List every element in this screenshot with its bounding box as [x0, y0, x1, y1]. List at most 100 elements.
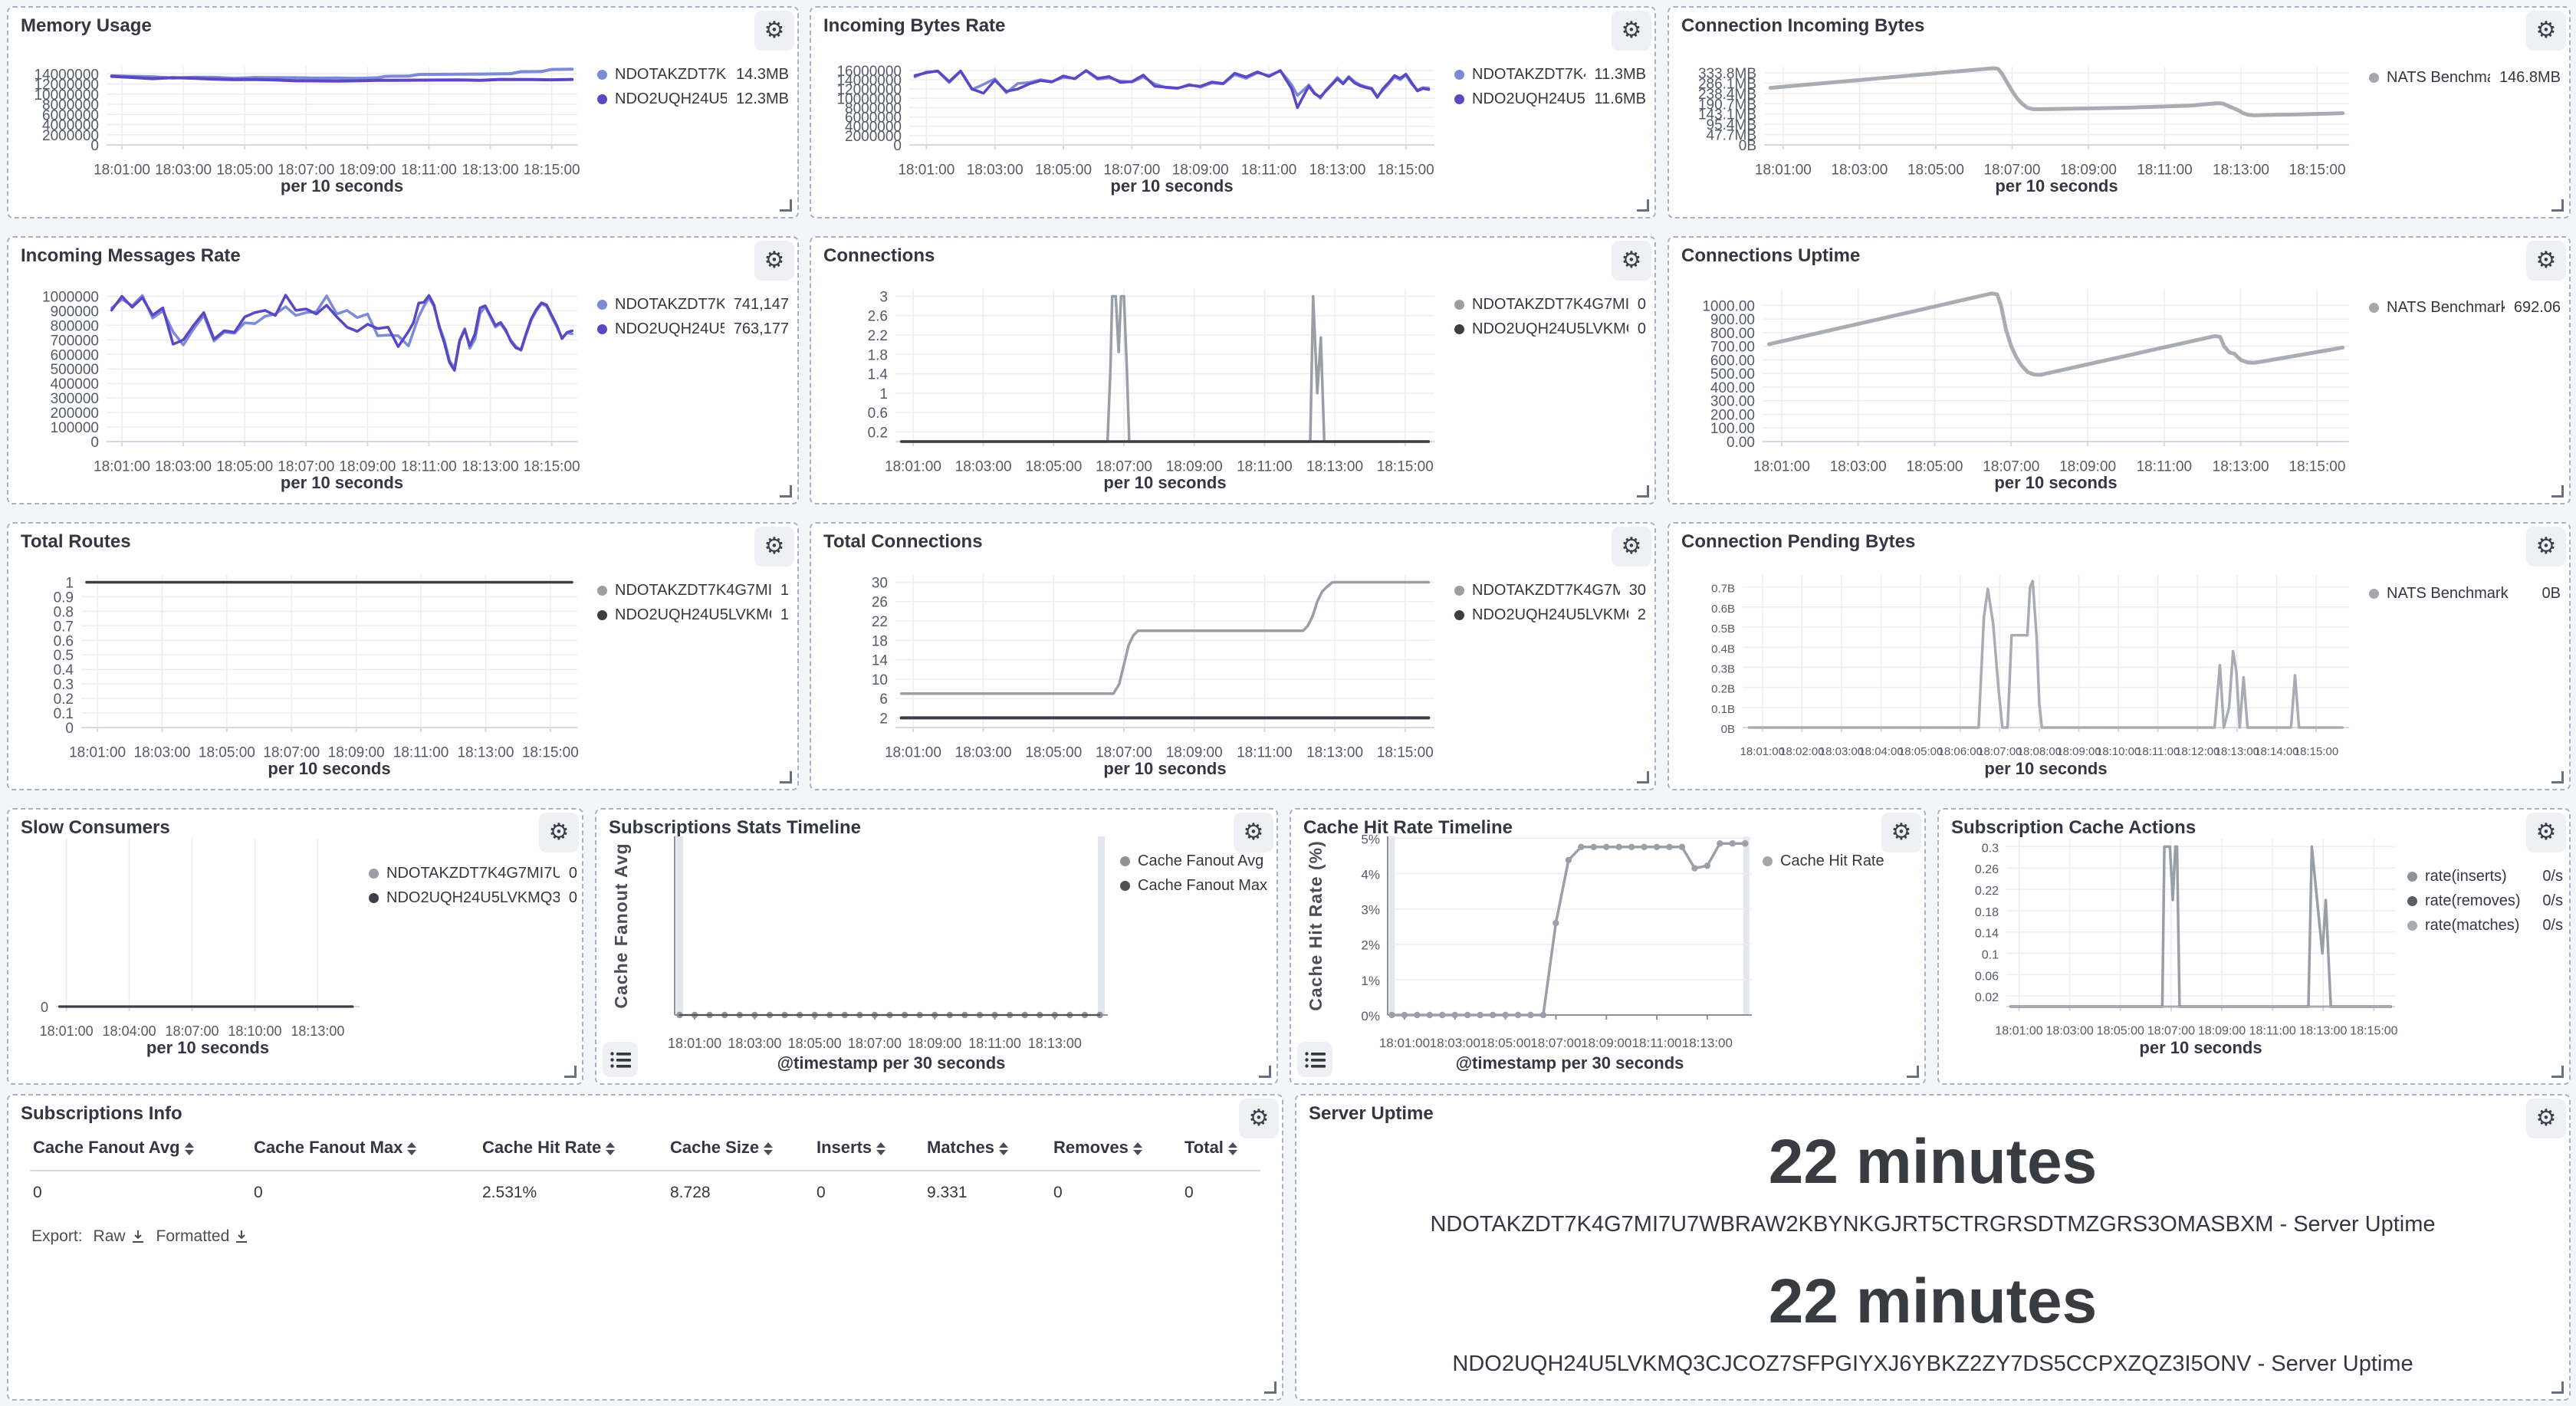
total-routes-resize-handle[interactable]: [780, 771, 792, 783]
cache-hit-rate-timeline-resize-handle[interactable]: [1907, 1066, 1919, 1078]
cache-hit-rate-timeline-panel-options-button[interactable]: ⚙: [1881, 813, 1921, 852]
column-header-inserts[interactable]: Inserts: [816, 1138, 886, 1158]
slow-consumers-resize-handle[interactable]: [564, 1066, 577, 1078]
server-uptime-resize-handle[interactable]: [2551, 1381, 2564, 1394]
subscription-cache-actions-panel-options-button[interactable]: ⚙: [2526, 813, 2566, 852]
subscription-cache-actions-legend-item-0[interactable]: rate(inserts) 0/s: [2407, 868, 2563, 885]
y-tick-label: 500000: [51, 362, 99, 378]
connection-incoming-bytes-legend-item-0[interactable]: NATS Benchmark 146.8MB: [2369, 69, 2561, 87]
legend-series-label: Cache Hit Rate: [1780, 852, 1884, 869]
connections-chart[interactable]: 18:01:00 18:03:00 18:05:00 18:07:00 18:09:00…: [819, 245, 1444, 498]
incoming-messages-rate-panel-options-button[interactable]: ⚙: [754, 241, 794, 281]
cache-hit-rate-timeline-legend-item-0[interactable]: Cache Hit Rate: [1763, 852, 1918, 870]
subscriptions-stats-timeline-legend-item-1[interactable]: Cache Fanout Max: [1120, 877, 1270, 895]
subscriptions-info-resize-handle[interactable]: [1264, 1381, 1276, 1394]
column-header-removes[interactable]: Removes: [1053, 1138, 1142, 1158]
subscription-cache-actions-legend-item-2[interactable]: rate(matches) 0/s: [2407, 917, 2563, 935]
x-axis-label: per 10 seconds: [281, 473, 403, 492]
y-tick-label: 0.6: [868, 406, 888, 422]
slow-consumers-panel-options-button[interactable]: ⚙: [539, 813, 579, 852]
total-connections-legend-item-0[interactable]: NDOTAKZDT7K4G7MI7U7... 30: [1454, 582, 1646, 600]
subscription-cache-actions-legend-item-1[interactable]: rate(removes) 0/s: [2407, 892, 2563, 910]
x-tick-label: 18:01:00: [885, 458, 941, 475]
memory-usage-panel-options-button[interactable]: ⚙: [754, 11, 794, 51]
slow-consumers-legend-item-1[interactable]: NDO2UQH24U5LVKMQ3CJ... 0: [369, 889, 577, 907]
connections-uptime-chart[interactable]: 18:01:00 18:03:00 18:05:00 18:07:00 18:09:00…: [1677, 245, 2358, 498]
column-header-cache-hit-rate[interactable]: Cache Hit Rate: [482, 1138, 616, 1158]
x-tick-label: 18:04:00: [1858, 745, 1903, 758]
server-uptime-panel-options-button[interactable]: ⚙: [2526, 1099, 2566, 1138]
connection-pending-bytes-panel-options-button[interactable]: ⚙: [2526, 527, 2566, 567]
y-tick-label: 0.5B: [1711, 623, 1735, 636]
incoming-bytes-rate-legend-item-0[interactable]: NDOTAKZDT7K4G7M... 11.3MB: [1454, 66, 1646, 84]
incoming-messages-rate-panel: Incoming Messages Rate ⚙ 18:01:00 18:03:00 1…: [7, 236, 799, 504]
subscriptions-stats-timeline-panel-options-button[interactable]: ⚙: [1234, 813, 1273, 852]
x-tick-label: 18:13:00: [462, 458, 519, 475]
memory-usage-legend-item-0[interactable]: NDOTAKZDT7K4G7M... 14.3MB: [597, 66, 789, 84]
total-connections-legend-item-1[interactable]: NDO2UQH24U5LVKMQ3CJ... 2: [1454, 606, 1646, 624]
y-tick-label: 10000000: [34, 87, 99, 103]
incoming-messages-rate-legend-item-0[interactable]: NDOTAKZDT7K4G7M... 741,147: [597, 296, 789, 314]
incoming-messages-rate-legend-item-1[interactable]: NDO2UQH24U5LVK... 763,177: [597, 320, 789, 338]
column-header-matches[interactable]: Matches: [927, 1138, 1009, 1158]
cache-hit-rate-timeline-chart[interactable]: 18:01:00 18:03:00 18:05:00 18:07:00 18:09:00…: [1299, 817, 1760, 1086]
total-routes-legend-item-0[interactable]: NDOTAKZDT7K4G7MI7U7W... 1: [597, 582, 789, 600]
y-tick-label: 300000: [51, 391, 99, 407]
legend-series-label: NDOTAKZDT7K4G7M...: [615, 296, 724, 313]
x-tick-label: 18:09:00: [1581, 1036, 1631, 1050]
connection-incoming-bytes-panel-options-button[interactable]: ⚙: [2526, 11, 2566, 51]
slow-consumers-legend-item-0[interactable]: NDOTAKZDT7K4G7MI7U7W... 0: [369, 865, 577, 882]
memory-usage-legend-item-1[interactable]: NDO2UQH24U5LVK... 12.3MB: [597, 90, 789, 108]
total-connections-panel-options-button[interactable]: ⚙: [1612, 527, 1651, 567]
incoming-bytes-rate-chart[interactable]: 18:01:00 18:03:00 18:05:00 18:07:00 18:09:00…: [819, 15, 1444, 215]
subscriptions-stats-timeline-legend-toggle-button[interactable]: [603, 1042, 638, 1077]
column-header-cache-fanout-avg[interactable]: Cache Fanout Avg: [33, 1138, 194, 1158]
incoming-bytes-rate-resize-handle[interactable]: [1637, 199, 1649, 212]
total-connections-chart[interactable]: 18:01:00 18:03:00 18:05:00 18:07:00 18:09:00…: [819, 531, 1444, 784]
table-cell: 0: [816, 1184, 826, 1201]
subscriptions-stats-timeline-legend-item-0[interactable]: Cache Fanout Avg: [1120, 852, 1270, 870]
connection-pending-bytes-resize-handle[interactable]: [2551, 771, 2564, 783]
incoming-bytes-rate-legend-item-1[interactable]: NDO2UQH24U5LVK... 11.6MB: [1454, 90, 1646, 108]
subscriptions-stats-timeline-chart[interactable]: 18:01:00 18:03:00 18:05:00 18:07:00 18:09:00…: [604, 817, 1116, 1086]
legend-series-label: NDO2UQH24U5LVKMQ3CJ...: [615, 606, 771, 623]
total-routes-chart[interactable]: 18:01:00 18:03:00 18:05:00 18:07:00 18:09:00…: [16, 531, 586, 784]
column-header-total[interactable]: Total: [1184, 1138, 1237, 1158]
x-tick-label: 18:13:00: [462, 162, 519, 178]
incoming-messages-rate-resize-handle[interactable]: [780, 485, 792, 498]
y-tick-label: 0.2: [868, 425, 888, 441]
total-routes-panel-options-button[interactable]: ⚙: [754, 527, 794, 567]
memory-usage-resize-handle[interactable]: [780, 199, 792, 212]
subscription-cache-actions-panel: Subscription Cache Actions ⚙ 18:01:00 18:03…: [1937, 808, 2571, 1085]
cache-hit-rate-timeline-legend-toggle-button[interactable]: [1297, 1042, 1332, 1077]
incoming-messages-rate-chart[interactable]: 18:01:00 18:03:00 18:05:00 18:07:00 18:09:00…: [16, 245, 586, 498]
connection-incoming-bytes-chart[interactable]: 18:01:00 18:03:00 18:05:00 18:07:00 18:09:00…: [1677, 15, 2358, 215]
connections-uptime-panel-options-button[interactable]: ⚙: [2526, 241, 2566, 281]
connections-uptime-title: Connections Uptime: [1681, 245, 1861, 266]
column-header-cache-fanout-max[interactable]: Cache Fanout Max: [254, 1138, 417, 1158]
x-tick-label: 18:07:00: [1983, 162, 2040, 178]
connections-legend-item-1[interactable]: NDO2UQH24U5LVKMQ3CJ... 0: [1454, 320, 1646, 338]
slow-consumers-chart[interactable]: 18:01:00 18:04:00 18:07:00 18:10:00 18:13:00…: [16, 817, 367, 1078]
subscription-cache-actions-chart[interactable]: 18:01:00 18:03:00 18:05:00 18:07:00 18:09:00…: [1947, 817, 2404, 1078]
connections-uptime-resize-handle[interactable]: [2551, 485, 2564, 498]
raw-export-link[interactable]: Raw: [94, 1227, 146, 1246]
column-header-cache-size[interactable]: Cache Size: [670, 1138, 774, 1158]
total-connections-resize-handle[interactable]: [1637, 771, 1649, 783]
connections-resize-handle[interactable]: [1637, 485, 1649, 498]
total-routes-legend-item-1[interactable]: NDO2UQH24U5LVKMQ3CJ... 1: [597, 606, 789, 624]
connections-legend-item-0[interactable]: NDOTAKZDT7K4G7MI7U7W... 0: [1454, 296, 1646, 314]
incoming-bytes-rate-panel-options-button[interactable]: ⚙: [1612, 11, 1651, 51]
connections-uptime-legend-item-0[interactable]: NATS Benchmark 692.06: [2369, 299, 2561, 317]
connection-incoming-bytes-resize-handle[interactable]: [2551, 199, 2564, 212]
subscriptions-info-panel-options-button[interactable]: ⚙: [1239, 1099, 1279, 1138]
subscription-cache-actions-resize-handle[interactable]: [2551, 1066, 2564, 1078]
y-tick-label: 1: [879, 386, 888, 402]
connection-pending-bytes-legend-item-0[interactable]: NATS Benchmark 0B: [2369, 585, 2561, 603]
memory-usage-chart[interactable]: 18:01:00 18:03:00 18:05:00 18:07:00 18:09:00…: [16, 15, 586, 215]
subscriptions-stats-timeline-resize-handle[interactable]: [1259, 1066, 1271, 1078]
connection-pending-bytes-chart[interactable]: 18:01:0018:02:0018:03:0018:04:0018:05:00…: [1677, 531, 2358, 784]
connections-panel-options-button[interactable]: ⚙: [1612, 241, 1651, 281]
y-tick-label: 200.00: [1710, 407, 1755, 423]
formatted-export-link[interactable]: Formatted: [156, 1227, 250, 1246]
